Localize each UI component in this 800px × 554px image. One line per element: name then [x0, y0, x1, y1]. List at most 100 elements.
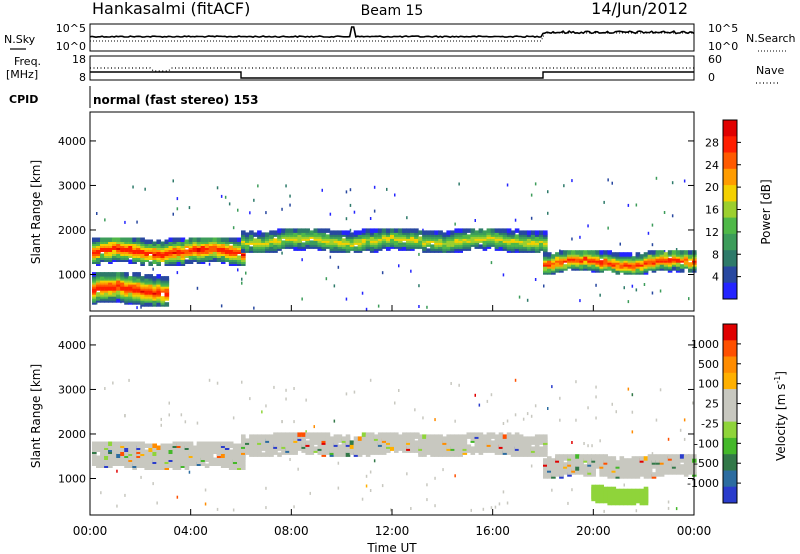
heatmap-cell — [530, 440, 536, 445]
speckle-cell — [647, 231, 650, 235]
speckle-cell — [305, 398, 307, 402]
speckle-cell — [571, 441, 573, 444]
heatmap-cell — [410, 228, 415, 233]
speckle-cell — [204, 488, 207, 492]
heatmap-cell — [361, 432, 367, 437]
y-tick-label: 2000 — [58, 224, 86, 237]
heatmap-cell — [683, 260, 689, 265]
heatmap-cell — [148, 274, 153, 279]
heatmap-cell — [635, 456, 641, 461]
speckle-cell — [381, 271, 384, 275]
velocity-cbar-label: Velocity [m s-1] — [773, 371, 788, 461]
heatmap-cell — [152, 247, 157, 252]
heatmap-cell — [361, 228, 367, 233]
heatmap-cell — [377, 450, 383, 455]
heatmap-cell — [353, 436, 359, 441]
speckle-cell — [667, 506, 670, 510]
heatmap-cell — [156, 459, 161, 464]
heatmap-cell — [426, 230, 431, 235]
speckle-cell — [309, 491, 311, 495]
heatmap-cell — [671, 250, 677, 255]
heatmap-cell — [245, 232, 250, 237]
heatmap-cell — [140, 253, 145, 258]
speckle-cell — [301, 258, 303, 262]
heatmap-cell — [611, 474, 617, 479]
heatmap-cell — [188, 457, 194, 462]
speckle-cell — [663, 211, 666, 214]
heatmap-cell — [474, 446, 480, 451]
heatmap-cell — [426, 434, 431, 439]
heatmap-cell — [293, 432, 298, 437]
heatmap-cell — [216, 257, 222, 262]
heatmap-cell — [426, 450, 431, 455]
heatmap-cell — [273, 432, 278, 437]
heatmap-cell — [551, 458, 556, 463]
heatmap-cell — [615, 488, 621, 494]
heatmap-cell — [671, 454, 677, 459]
speckle-cell — [530, 193, 533, 197]
colorbar-swatch — [723, 201, 737, 219]
speckle-cell — [220, 194, 223, 198]
heatmap-cell — [220, 243, 226, 248]
heatmap-cell — [539, 434, 544, 439]
heatmap-cell — [108, 251, 113, 256]
heatmap-cell — [277, 432, 282, 437]
heatmap-cell — [494, 228, 500, 233]
speckle-cell — [365, 307, 368, 311]
heatmap-cell — [341, 444, 347, 449]
heatmap-cell — [337, 240, 343, 245]
noise-search-label: N.Search — [746, 32, 796, 45]
heatmap-cell — [623, 488, 629, 494]
speckle-cell — [176, 207, 179, 211]
speckle-cell — [627, 387, 630, 391]
heatmap-cell — [112, 249, 117, 254]
heatmap-cell — [204, 249, 210, 254]
heatmap-cell — [132, 276, 137, 281]
heatmap-cell — [591, 454, 596, 459]
speckle-cell — [305, 430, 307, 434]
freq-left-tick-bottom: 8 — [79, 71, 86, 84]
heatmap-cell — [269, 444, 274, 449]
speckle-cell — [514, 378, 517, 382]
heatmap-cell — [369, 432, 375, 437]
heatmap-cell — [539, 242, 544, 247]
heatmap-cell — [148, 459, 153, 464]
heatmap-cell — [164, 457, 170, 462]
speckle-cell — [418, 284, 420, 288]
heatmap-cell — [289, 228, 294, 233]
time-axis-label: Time UT — [366, 541, 417, 554]
heatmap-cell — [667, 250, 673, 255]
heatmap-cell — [265, 452, 270, 457]
heatmap-cell — [398, 434, 403, 439]
heatmap-cell — [683, 454, 689, 459]
heatmap-cell — [184, 239, 190, 244]
heatmap-cell — [547, 268, 552, 273]
heatmap-cell — [333, 448, 339, 453]
heatmap-cell — [112, 441, 117, 446]
speckle-cell — [671, 181, 674, 185]
heatmap-cell — [430, 230, 435, 235]
heatmap-cell — [168, 443, 174, 448]
heatmap-cell — [128, 245, 133, 250]
speckle-cell — [434, 418, 436, 422]
heatmap-cell — [639, 456, 645, 461]
heatmap-cell — [156, 453, 161, 458]
heatmap-cell — [377, 432, 383, 437]
heatmap-cell — [188, 441, 194, 446]
heatmap-cell — [490, 440, 496, 445]
heatmap-cell — [309, 240, 315, 245]
power-heatmap — [92, 176, 697, 311]
heatmap-cell — [539, 230, 544, 235]
heatmap-cell — [595, 250, 600, 255]
speckle-cell — [241, 277, 243, 281]
heatmap-cell — [563, 470, 568, 475]
heatmap-cell — [583, 260, 588, 265]
speckle-cell — [398, 389, 400, 392]
heatmap-cell — [116, 290, 121, 295]
heatmap-cell — [474, 230, 480, 235]
heatmap-cell — [639, 488, 645, 494]
heatmap-cell — [281, 432, 286, 437]
speckle-cell — [281, 207, 283, 211]
speckle-cell — [583, 442, 585, 445]
speckle-cell — [563, 184, 565, 188]
